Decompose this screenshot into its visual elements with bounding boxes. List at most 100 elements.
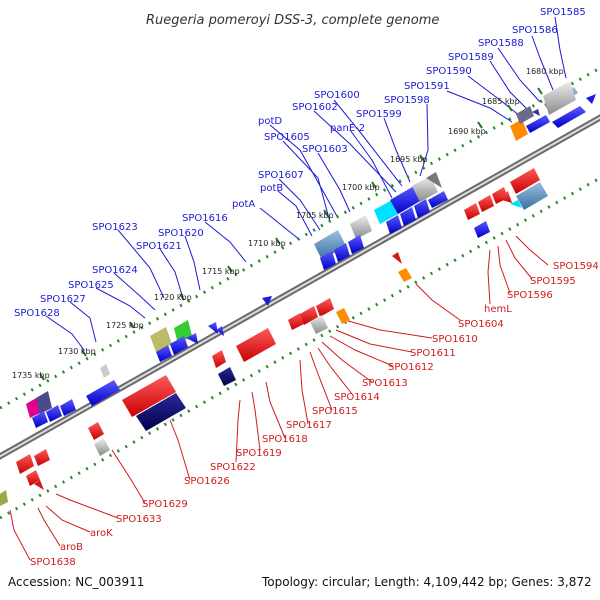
gene-label[interactable]: SPO1613 <box>362 378 408 389</box>
gene-label[interactable]: SPO1615 <box>312 406 358 417</box>
gene-feature[interactable] <box>150 327 172 352</box>
gene-feature[interactable] <box>392 252 402 264</box>
gene-feature[interactable] <box>320 251 336 270</box>
gene-feature[interactable] <box>94 438 110 456</box>
gene-feature[interactable] <box>336 308 350 324</box>
gene-feature[interactable] <box>46 405 62 422</box>
gene-feature[interactable] <box>464 203 480 220</box>
gene-label[interactable]: SPO1591 <box>404 81 450 92</box>
gene-label[interactable]: SPO1589 <box>448 52 494 63</box>
gene-feature[interactable] <box>60 399 76 416</box>
gene-label[interactable]: SPO1619 <box>236 448 282 459</box>
gene-feature[interactable] <box>310 315 328 334</box>
gene-label[interactable]: SPO1610 <box>432 334 478 345</box>
gene-feature[interactable] <box>496 191 512 203</box>
gene-label[interactable]: SPO1616 <box>182 213 228 224</box>
gene-feature[interactable] <box>510 119 528 141</box>
gene-feature[interactable] <box>88 422 104 440</box>
gene-label[interactable]: SPO1600 <box>314 90 360 101</box>
gene-label[interactable]: SPO1594 <box>553 261 599 272</box>
gene-feature[interactable] <box>586 94 596 104</box>
gene-label[interactable]: SPO1599 <box>356 109 402 120</box>
gene-feature[interactable] <box>398 268 412 282</box>
gene-label[interactable]: SPO1596 <box>507 290 553 301</box>
gene-label[interactable]: SPO1622 <box>210 462 256 473</box>
gene-feature[interactable] <box>100 364 110 378</box>
gene-label[interactable]: SPO1605 <box>264 132 310 143</box>
gene-feature[interactable] <box>212 350 226 368</box>
gene-label[interactable]: SPO1598 <box>384 95 430 106</box>
gene-feature[interactable] <box>262 296 272 306</box>
gene-label[interactable]: SPO1633 <box>116 514 162 525</box>
gene-feature[interactable] <box>532 109 540 116</box>
gene-feature[interactable] <box>334 243 350 262</box>
gene-label[interactable]: SPO1621 <box>136 241 182 252</box>
gene-label[interactable]: potD <box>258 116 282 127</box>
gene-label[interactable]: SPO1638 <box>30 557 76 568</box>
gene-feature[interactable] <box>236 328 276 362</box>
gene-label[interactable]: SPO1624 <box>92 265 138 276</box>
gene-label[interactable]: hemL <box>484 304 512 315</box>
gene-feature[interactable] <box>26 470 40 486</box>
gene-feature[interactable] <box>374 200 398 224</box>
gene-feature[interactable] <box>34 480 44 490</box>
gene-label[interactable]: SPO1617 <box>286 420 332 431</box>
gene-label[interactable]: SPO1626 <box>184 476 230 487</box>
gene-label[interactable]: SPO1623 <box>92 222 138 233</box>
gene-feature[interactable] <box>478 195 494 212</box>
gene-label[interactable]: SPO1620 <box>158 228 204 239</box>
gene-label[interactable]: SPO1586 <box>512 25 558 36</box>
gene-feature[interactable] <box>170 336 188 355</box>
gene-label[interactable]: aroK <box>90 528 113 539</box>
gene-label[interactable]: SPO1614 <box>334 392 380 403</box>
gene-feature[interactable] <box>208 322 218 334</box>
gene-label[interactable]: SPO1607 <box>258 170 304 181</box>
gene-label[interactable]: SPO1628 <box>14 308 60 319</box>
gene-feature[interactable] <box>288 313 304 330</box>
gene-feature[interactable] <box>156 345 172 362</box>
gene-feature[interactable] <box>136 393 186 431</box>
gene-feature[interactable] <box>300 306 318 325</box>
gene-feature[interactable] <box>32 411 48 428</box>
gene-feature[interactable] <box>474 221 490 238</box>
gene-feature[interactable] <box>36 391 52 414</box>
gene-label[interactable]: potA <box>232 199 255 210</box>
gene-feature[interactable] <box>16 454 34 474</box>
gene-feature[interactable] <box>390 186 422 214</box>
gene-feature[interactable] <box>216 326 224 336</box>
gene-feature[interactable] <box>386 215 402 234</box>
gene-feature[interactable] <box>34 449 50 466</box>
gene-label[interactable]: SPO1588 <box>478 38 524 49</box>
gene-label[interactable]: SPO1612 <box>388 362 434 373</box>
gene-label[interactable]: SPO1595 <box>530 276 576 287</box>
gene-feature[interactable] <box>516 182 548 210</box>
gene-feature[interactable] <box>412 176 438 202</box>
gene-feature[interactable] <box>0 490 8 506</box>
gene-feature[interactable] <box>516 106 534 124</box>
gene-feature[interactable] <box>428 191 448 208</box>
gene-feature[interactable] <box>314 230 346 260</box>
gene-feature[interactable] <box>400 207 416 226</box>
gene-label[interactable]: SPO1625 <box>68 280 114 291</box>
gene-label[interactable]: SPO1629 <box>142 499 188 510</box>
gene-label[interactable]: SPO1604 <box>458 319 504 330</box>
gene-feature[interactable] <box>122 375 176 417</box>
gene-feature[interactable] <box>526 115 550 133</box>
gene-label[interactable]: aroB <box>60 542 83 553</box>
gene-label[interactable]: SPO1585 <box>540 7 586 18</box>
gene-label[interactable]: panE-2 <box>330 123 365 134</box>
gene-feature[interactable] <box>316 298 334 317</box>
gene-feature[interactable] <box>348 235 364 254</box>
gene-feature[interactable] <box>426 172 442 188</box>
gene-feature[interactable] <box>510 168 540 194</box>
gene-feature[interactable] <box>350 215 372 239</box>
gene-label[interactable]: SPO1602 <box>292 102 338 113</box>
gene-feature[interactable] <box>186 333 198 344</box>
gene-feature[interactable] <box>552 106 586 128</box>
gene-label[interactable]: SPO1627 <box>40 294 86 305</box>
gene-feature[interactable] <box>543 81 576 115</box>
gene-label[interactable]: SPO1611 <box>410 348 456 359</box>
gene-label[interactable]: SPO1603 <box>302 144 348 155</box>
gene-feature[interactable] <box>414 199 430 218</box>
gene-feature[interactable] <box>510 200 522 208</box>
